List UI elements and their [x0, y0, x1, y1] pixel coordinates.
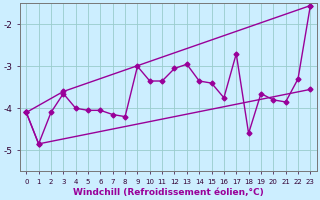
X-axis label: Windchill (Refroidissement éolien,°C): Windchill (Refroidissement éolien,°C) [73, 188, 264, 197]
